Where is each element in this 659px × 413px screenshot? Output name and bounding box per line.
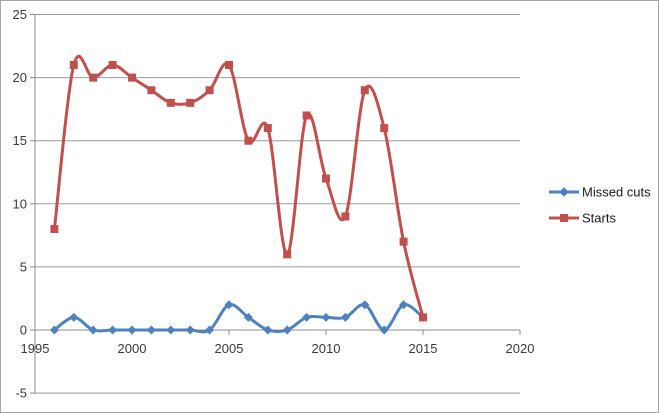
y-tick-label: 5 [20,259,27,274]
x-tick-label: 1995 [21,341,50,356]
axes [30,14,521,394]
x-tick-label: 2010 [312,341,341,356]
data-point-starts [108,60,117,69]
diamond-marker-icon [559,187,569,197]
data-point-missed-cuts [88,325,98,335]
data-point-missed-cuts [321,312,331,322]
y-tick-label: 15 [13,133,27,148]
y-tick-label: -5 [15,386,27,401]
data-point-starts [186,98,195,107]
data-point-starts [225,60,233,69]
data-point-missed-cuts [49,325,59,335]
x-tick-label: 2015 [409,341,438,356]
data-point-missed-cuts [340,312,350,322]
legend-item-starts: Starts [549,211,616,226]
data-point-starts [419,313,427,322]
x-tick-label: 2020 [506,341,535,356]
data-point-starts [322,174,330,183]
legend: Missed cuts Starts [549,185,651,226]
y-tick-label: 0 [20,323,27,338]
data-point-missed-cuts [243,312,253,322]
data-point-starts [341,212,350,221]
data-point-missed-cuts [360,300,370,310]
legend-item-missed-cuts: Missed cuts [549,185,651,200]
y-tick-label: 20 [13,70,27,85]
square-marker-icon [560,214,568,222]
data-point-missed-cuts [146,325,156,335]
data-point-starts [166,98,175,107]
data-point-missed-cuts [282,325,292,335]
data-point-starts [69,60,78,69]
y-tick-label: 10 [13,196,27,211]
data-point-starts [380,124,389,133]
x-tick-label: 2005 [215,341,244,356]
data-point-starts [89,73,98,82]
data-point-missed-cuts [205,325,215,335]
data-point-starts [205,86,214,95]
data-point-missed-cuts [263,325,273,335]
data-point-starts [399,237,408,246]
x-tick-label: 2000 [118,341,147,356]
data-point-missed-cuts [302,312,312,322]
data-point-missed-cuts [224,300,234,310]
series-plot [49,54,428,335]
data-point-missed-cuts [166,325,176,335]
data-point-missed-cuts [399,300,409,310]
data-point-starts [360,86,369,95]
legend-label-starts: Starts [582,211,616,226]
data-point-starts [302,111,311,120]
data-point-starts [50,225,59,234]
data-point-starts [147,86,156,95]
data-point-missed-cuts [185,325,195,335]
data-point-starts [283,250,292,259]
data-point-starts [128,73,136,82]
data-point-missed-cuts [69,312,79,322]
legend-label-missed-cuts: Missed cuts [582,185,651,200]
y-tick-label: 25 [13,7,27,22]
data-point-missed-cuts [127,325,137,335]
data-point-missed-cuts [108,325,118,335]
data-point-starts [263,124,272,133]
axis-labels: -5 0 5 10 15 20 25 1995 2000 2005 2010 2015 2020 [13,7,535,401]
data-point-starts [244,136,253,145]
data-point-missed-cuts [379,325,389,335]
